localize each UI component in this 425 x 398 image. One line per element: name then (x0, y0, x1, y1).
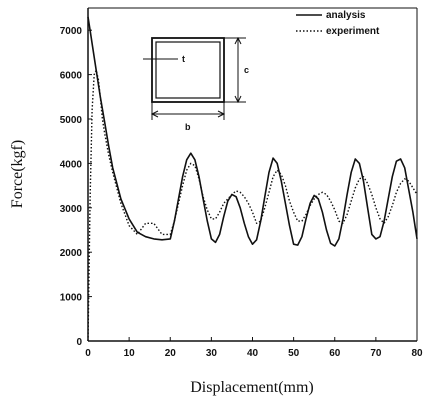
y-tick-label: 5000 (60, 115, 83, 126)
legend-label-analysis: analysis (326, 10, 366, 21)
inset-outer-square (151, 37, 225, 103)
inset-height-arrowhead-bottom (234, 95, 242, 104)
y-tick-label: 2000 (60, 248, 83, 259)
x-tick-label: 30 (206, 348, 218, 359)
y-axis-title: Force(kgf) (9, 140, 26, 208)
y-tick-label: 7000 (60, 26, 83, 37)
inset-width-arrowhead-right (217, 110, 226, 118)
y-tick-label: 3000 (60, 204, 83, 215)
x-tick-label: 60 (329, 348, 341, 359)
y-tick-label: 4000 (60, 159, 83, 170)
x-tick-label: 0 (85, 348, 91, 359)
series-line-analysis (87, 16, 418, 247)
legend: analysis experiment (296, 10, 380, 37)
legend-label-experiment: experiment (326, 26, 380, 37)
y-axis-ticks: 0 1000 2000 3000 4000 5000 6000 7000 (60, 26, 92, 348)
x-tick-label: 50 (288, 348, 300, 359)
inset-height-arrowhead-top (234, 36, 242, 45)
x-tick-label: 40 (247, 348, 259, 359)
x-axis-title: Displacement(mm) (190, 379, 314, 396)
y-tick-label: 0 (76, 337, 82, 348)
x-tick-label: 10 (124, 348, 136, 359)
cross-section-inset: t c b (143, 36, 249, 132)
x-axis-ticks: 0 10 20 30 40 50 60 70 80 (85, 337, 423, 359)
inset-width-arrowhead-left (150, 110, 159, 118)
inset-label-b: b (185, 122, 191, 132)
inset-label-t: t (182, 54, 185, 64)
y-tick-label: 1000 (60, 293, 83, 304)
y-tick-label: 6000 (60, 71, 83, 82)
plot-frame (87, 7, 418, 342)
series-layer (87, 16, 418, 342)
x-tick-label: 70 (370, 348, 382, 359)
inset-label-c: c (244, 65, 249, 75)
inset-inner-square (155, 41, 221, 99)
x-tick-label: 20 (165, 348, 177, 359)
x-tick-label: 80 (411, 348, 423, 359)
